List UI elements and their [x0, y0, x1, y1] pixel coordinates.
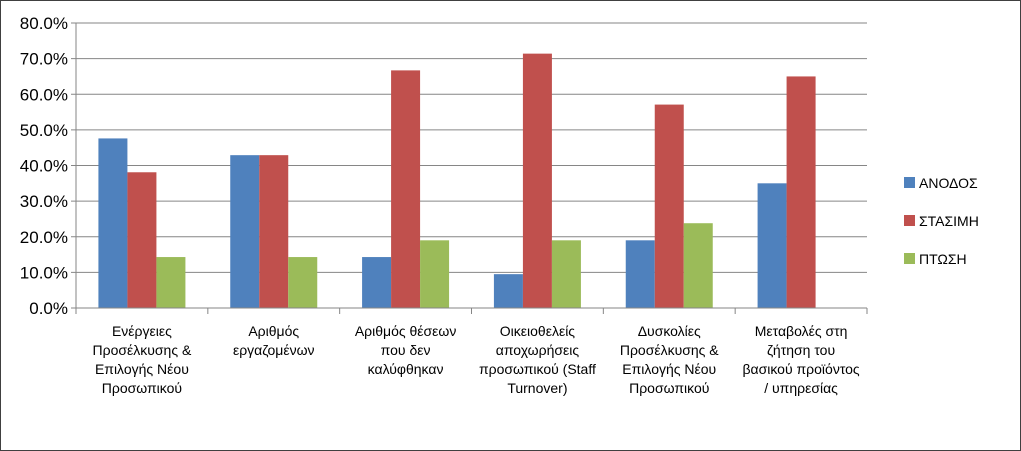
x-tick-label: προσωπικού (Staff: [479, 361, 596, 377]
x-tick-label: Προσωπικού: [629, 380, 709, 396]
y-tick-label: 80.0%: [20, 14, 68, 33]
bar-ΑΝΟΔΟΣ: [362, 257, 392, 308]
x-tick-labels: Ενέργειες Προσέλκυσης & Επιλογής Νέου Προσω…: [93, 323, 860, 396]
bar-ΣΤΑΣΙΜΗ: [786, 76, 816, 308]
bar-ΑΝΟΔΟΣ: [757, 183, 787, 308]
y-tick-label: 30.0%: [20, 192, 68, 211]
x-tick-label: βασικού προϊόντος: [742, 361, 859, 377]
x-tick-label: Οικειοθελείς: [500, 323, 576, 339]
bar-ΠΤΩΣΗ: [156, 257, 186, 308]
x-tick-label: Ενέργειες: [112, 323, 172, 339]
x-tick-label: αποχωρήσεις: [496, 342, 580, 358]
x-tick-label: Προσέλκυσης &: [93, 342, 192, 358]
x-tick-label: Επιλογής Νέου: [622, 361, 716, 377]
gridlines: [76, 22, 867, 273]
x-tick-label: που δεν: [381, 342, 431, 358]
bar-ΣΤΑΣΙΜΗ: [522, 53, 552, 309]
x-tick-label: Αριθμός: [248, 323, 299, 339]
y-tick-label: 40.0%: [20, 157, 68, 176]
legend: ΑΝΟΔΟΣ ΣΤΑΣΙΜΗ ΠΤΩΣΗ: [904, 175, 979, 267]
y-tick-label: 0.0%: [29, 299, 68, 318]
y-tick-labels: 0.0% 10.0% 20.0% 30.0% 40.0% 50.0% 60.0% 70.0% 8…: [20, 14, 68, 318]
bar-ΑΝΟΔΟΣ: [625, 240, 655, 308]
bar-ΣΤΑΣΙΜΗ: [127, 172, 157, 308]
bar-ΠΤΩΣΗ: [288, 257, 318, 308]
x-tick-label: Προσέλκυσης &: [620, 342, 719, 358]
bar-ΣΤΑΣΙΜΗ: [391, 70, 421, 308]
x-tick-label: / υπηρεσίας: [764, 380, 838, 396]
x-tick-label: Αριθμός θέσεων: [355, 323, 457, 339]
x-tick-label: καλύφθηκαν: [368, 361, 444, 377]
legend-swatch: [904, 253, 915, 264]
bar-ΠΤΩΣΗ: [683, 223, 713, 308]
x-tick-label: Δυσκολίες: [638, 323, 701, 339]
axes: [71, 22, 868, 314]
bar-ΑΝΟΔΟΣ: [230, 155, 260, 308]
x-tick-label: Προσωπικού: [102, 380, 182, 396]
bar-ΠΤΩΣΗ: [551, 240, 581, 308]
x-tick-label: Επιλογής Νέου: [95, 361, 189, 377]
legend-label: ΠΤΩΣΗ: [919, 251, 967, 267]
bar-ΣΤΑΣΙΜΗ: [654, 104, 684, 308]
y-tick-label: 20.0%: [20, 228, 68, 247]
x-tick-label: Turnover): [507, 380, 567, 396]
legend-label: ΣΤΑΣΙΜΗ: [919, 213, 979, 229]
bars: [98, 53, 816, 309]
x-tick-label: Μεταβολές στη: [755, 323, 848, 339]
y-tick-label: 10.0%: [20, 263, 68, 282]
y-tick-label: 60.0%: [20, 85, 68, 104]
legend-swatch: [904, 215, 915, 226]
y-tick-label: 50.0%: [20, 121, 68, 140]
legend-label: ΑΝΟΔΟΣ: [919, 175, 978, 191]
bar-ΑΝΟΔΟΣ: [98, 138, 128, 308]
x-tick-label: εργαζομένων: [233, 342, 315, 358]
bar-ΣΤΑΣΙΜΗ: [259, 155, 289, 308]
bar-ΠΤΩΣΗ: [420, 240, 450, 308]
legend-swatch: [904, 177, 915, 188]
x-tick-label: ζήτηση του: [767, 342, 835, 358]
y-tick-label: 70.0%: [20, 50, 68, 69]
bar-ΑΝΟΔΟΣ: [493, 274, 523, 308]
